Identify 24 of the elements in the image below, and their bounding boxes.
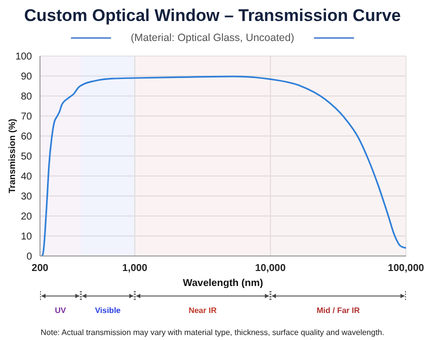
y-tick-label: 90	[20, 72, 32, 83]
x-tick-label: 1,000	[122, 263, 148, 274]
y-tick-label: 80	[20, 92, 32, 103]
x-axis-title: Wavelength (nm)	[182, 278, 264, 289]
band-label: Mid / Far IR	[316, 306, 360, 315]
y-tick-label: 60	[20, 132, 32, 143]
y-tick-label: 0	[26, 252, 32, 263]
y-axis-title: Transmission (%)	[7, 118, 18, 194]
x-tick-label: 10,000	[255, 263, 286, 274]
y-tick-label: 30	[20, 192, 32, 203]
y-tick-label: 40	[20, 172, 32, 183]
y-tick-label: 70	[20, 112, 32, 123]
x-tick-label: 200	[32, 263, 49, 274]
text: Note: Actual transmission may vary with material type, thickness, surface quality and wavelength.	[40, 328, 386, 337]
y-tick-label: 20	[20, 212, 32, 223]
y-tick-label: 10	[20, 232, 32, 243]
band-label: Near IR	[188, 306, 217, 315]
x-tick-label: 100,000	[388, 263, 425, 274]
band-label: UV	[54, 306, 67, 315]
y-tick-label: 50	[20, 152, 32, 163]
chart-title: Custom Optical Window – Transmission Curve	[23, 6, 402, 27]
chart-subtitle: (Material: Optical Glass, Uncoated)	[130, 32, 294, 44]
y-tick-label: 100	[15, 52, 32, 63]
band-label: Visible	[94, 306, 122, 315]
